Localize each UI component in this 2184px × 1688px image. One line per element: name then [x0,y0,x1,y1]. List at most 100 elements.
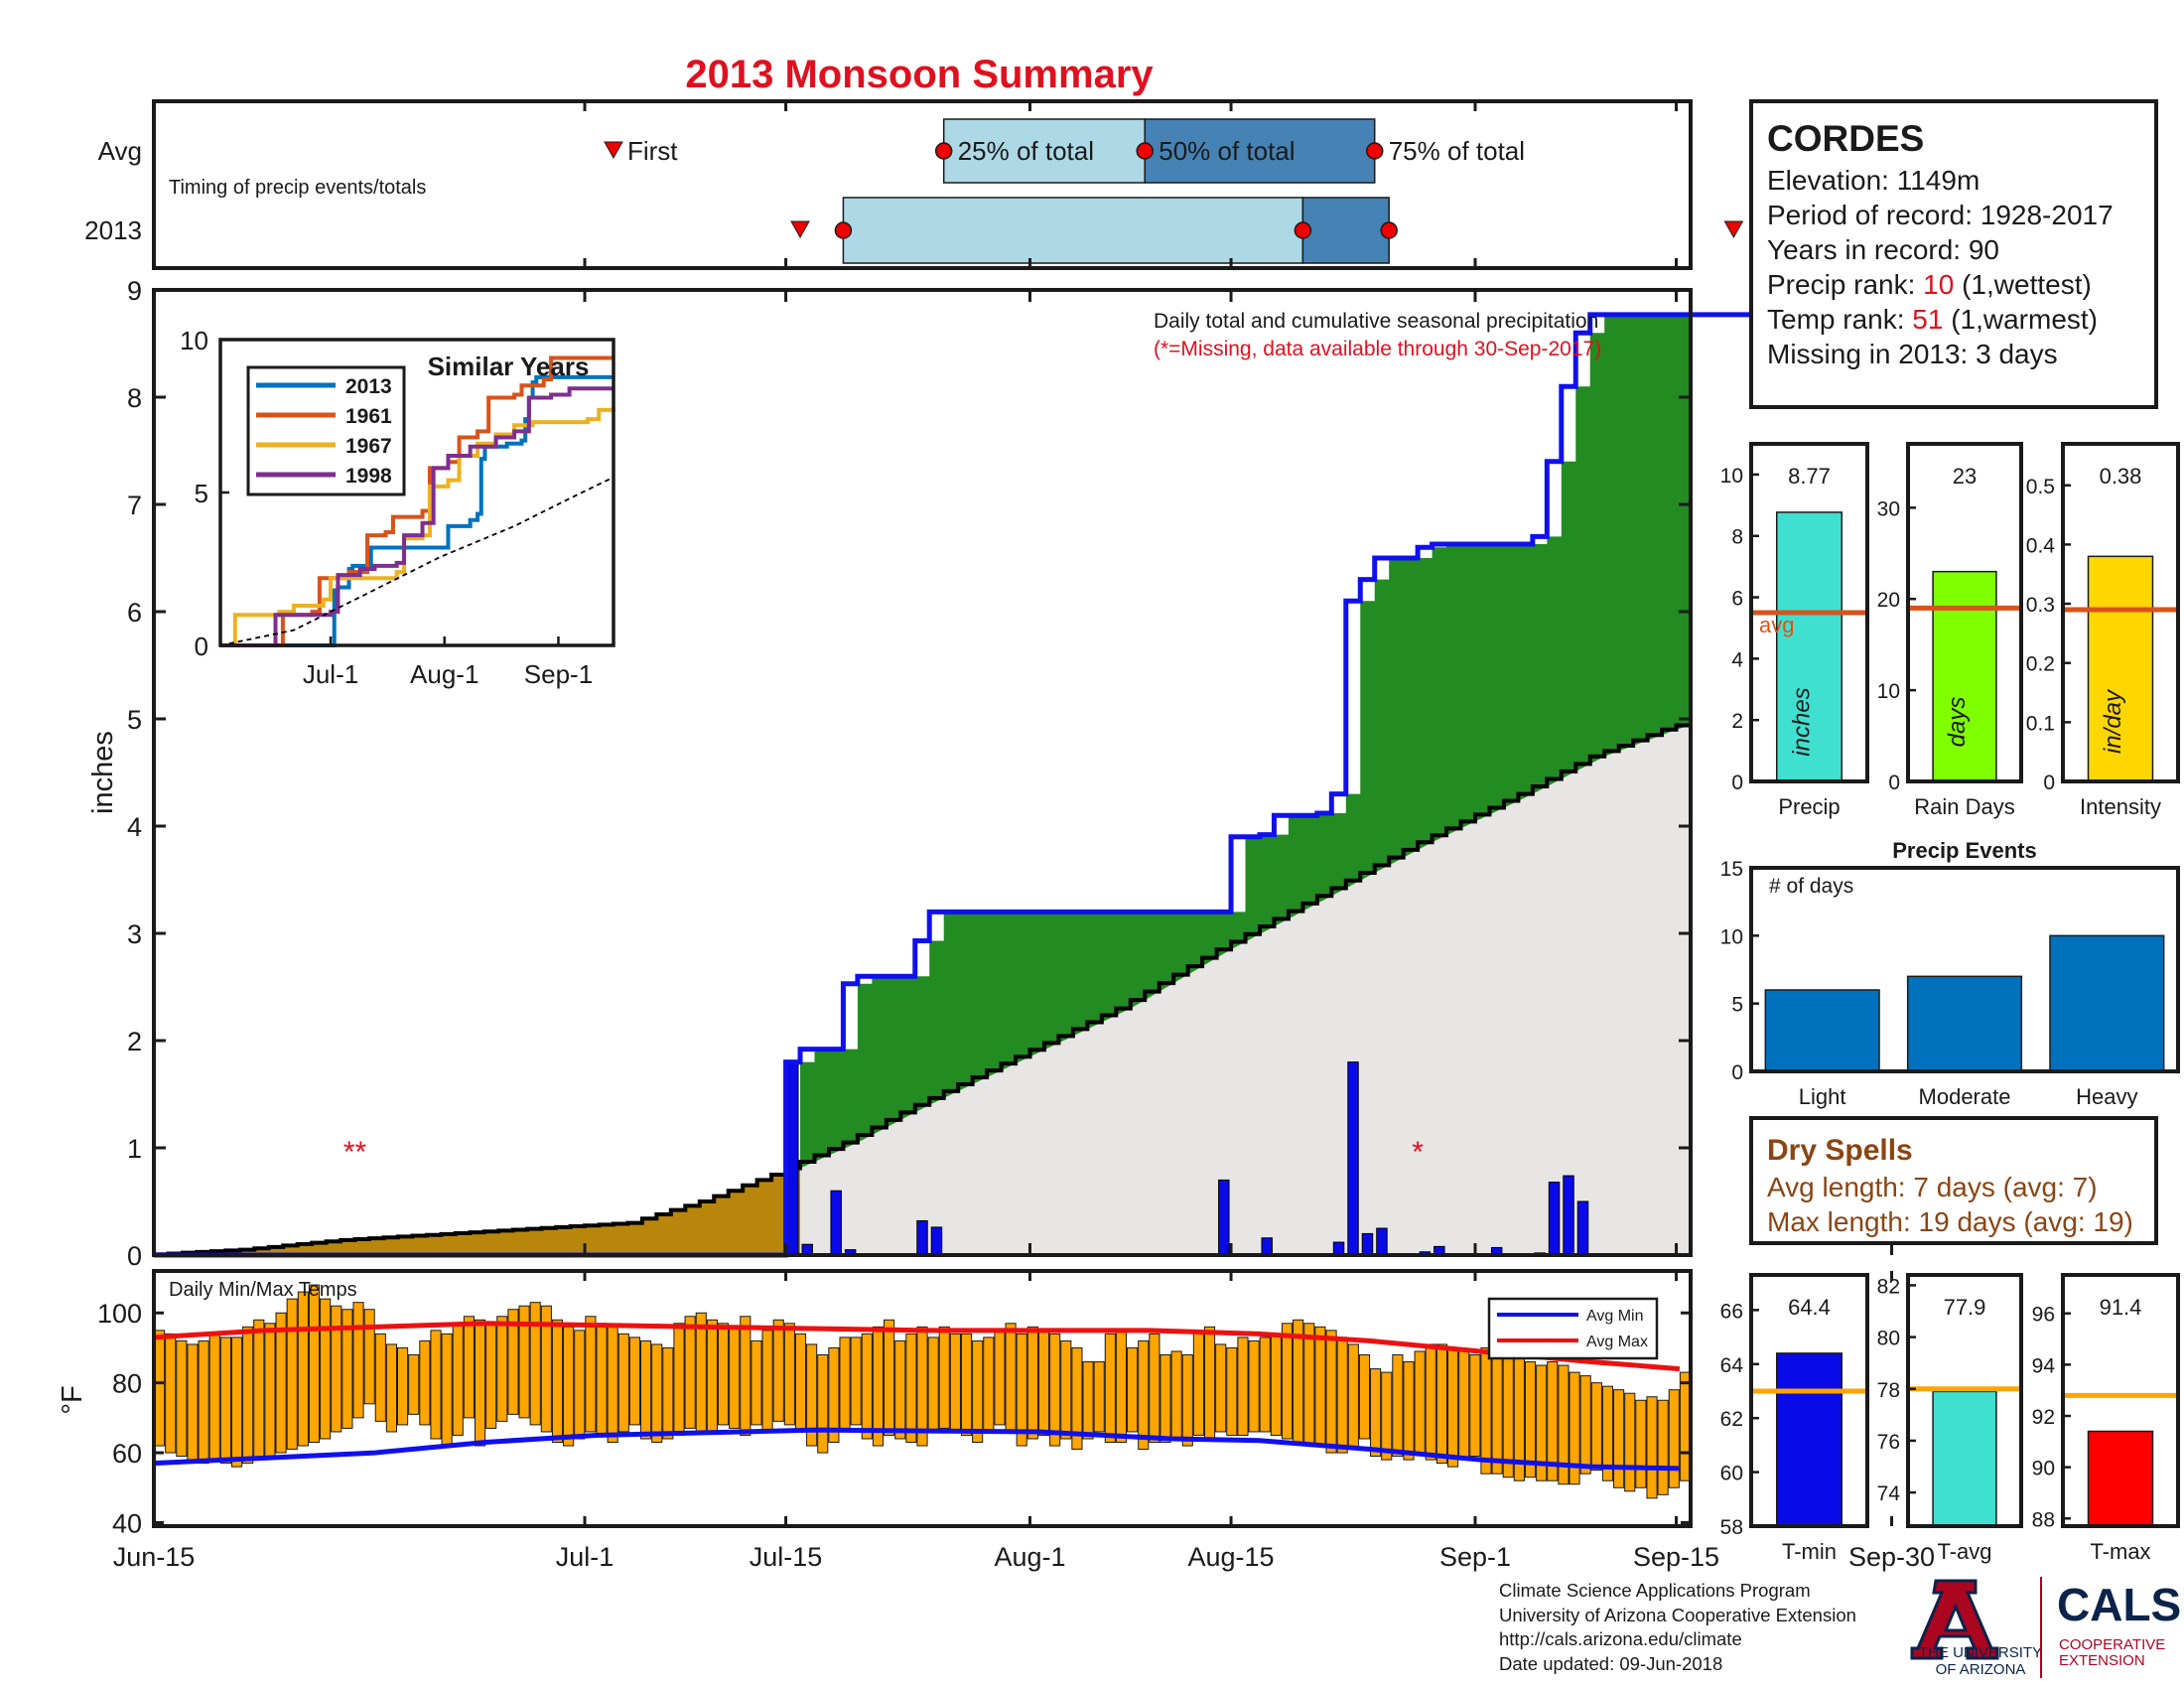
daily-temp-bar [1237,1336,1249,1436]
daily-temp-bar [617,1333,629,1433]
precip-ytick-label: 6 [127,598,142,628]
daily-temp-bar [1170,1350,1182,1440]
similar-series-average [219,476,614,646]
similar-years-inset: 0 5 10 Jul-1 Aug-1 Sep-1 Similar Years 2013 1961… [180,326,615,689]
summary-intensity-ytick-label: 0.3 [2026,594,2055,617]
daily-temp-bar [551,1319,564,1444]
summary-precip-ytick-label: 4 [1731,648,1743,671]
daily-temp-bar [1646,1396,1658,1499]
tsummary-t-avg-ytick-label: 78 [1877,1379,1900,1402]
daily-temp-bar [983,1336,995,1433]
coop-logo-text-1: COOPERATIVE [2059,1636,2165,1653]
daily-temp-bar [1469,1353,1481,1458]
timing-marker-p50-2013 [1294,221,1312,239]
daily-temp-bar [397,1346,409,1426]
daily-temp-bar [341,1309,353,1429]
summary-precip-avg-label: avg [1759,613,1794,637]
daily-temp-bar [1104,1333,1116,1444]
daily-temp-bar [1590,1382,1602,1472]
timing-label-first: First [627,136,678,166]
daily-temp-bar [607,1326,618,1444]
daily-temp-bar [408,1353,420,1415]
daily-temp-bar [1579,1375,1591,1475]
summary-precip-ytick-label: 2 [1731,710,1743,733]
tsummary-t-max-ytick-label: 96 [2032,1304,2055,1327]
daily-temp-bar [596,1323,608,1436]
precip-ytick-label: 0 [127,1241,142,1271]
daily-temp-bar [1657,1399,1669,1495]
tsummary-t-avg-ytick-label: 80 [1877,1328,1900,1350]
summary-intensity-value: 0.38 [2100,464,2142,489]
precip-ytick-label: 7 [127,491,142,520]
timing-label-p25: 25% of total [958,136,1094,166]
daily-temp-bar [927,1336,939,1433]
timing-label-p50: 50% of total [1159,136,1295,166]
similar-xtick-label: Sep-1 [524,659,593,689]
timing-bar-25-50-Avg [942,118,1146,184]
daily-temp-bar [1026,1326,1038,1440]
daily-temp-bar [1524,1361,1537,1478]
legend-label-avg-min: Avg Min [1586,1308,1644,1325]
daily-temp-bar [1336,1336,1348,1454]
ua-logo-text-1: THE UNIVERSITY [1919,1644,2042,1661]
summary-intensity-ytick-label: 0.1 [2026,712,2055,735]
daily-temp-bar [1370,1368,1382,1458]
tsummary-t-min-bar [1775,1352,1843,1527]
temps-ylabel: °F [57,1385,88,1414]
summary-intensity-bar [2087,555,2154,782]
tsummary-t-max-ytick-label: 92 [2032,1406,2055,1429]
daily-temp-bar [640,1339,652,1440]
daily-temp-bar [1270,1333,1282,1436]
precip-ytick-label: 8 [127,383,142,413]
missing-data-marker: * [1412,1136,1424,1169]
daily-precip-bar [830,1190,842,1256]
daily-temp-bar [1127,1346,1139,1433]
daily-temp-bar [352,1302,364,1419]
daily-temp-bar [1491,1353,1503,1475]
daily-temp-bar [1325,1330,1337,1454]
tsummary-t-min-ytick-label: 66 [1720,1300,1743,1323]
similar-legend-label-1967: 1967 [345,435,392,458]
precip-events-panel: Light Moderate Heavy 0 5 10 15 Precip Events # o… [1720,838,2180,1109]
cals-logo: CALS COOPERATIVE EXTENSION [2057,1579,2181,1669]
similar-ytick-label: 10 [180,326,208,355]
precip-subtitle: (*=Missing, data available through 30-Se… [1154,338,1601,360]
daily-temp-bar [485,1323,497,1429]
daily-temp-bar [452,1323,464,1436]
daily-temp-bar [839,1336,851,1429]
summary-bar-panels: inches avg 0 2 4 6 8 10 8.77 Precip days 0 10 20 30 23 R… [1720,442,2180,819]
station-precip-rank: Precip rank: 10 (1,wettest) [1767,269,2092,300]
daily-temp-bar [308,1284,321,1444]
similar-series-1998 [220,386,614,647]
daily-temp-bar [264,1323,276,1458]
daily-temp-bar [872,1326,885,1447]
daily-temp-bar [474,1319,486,1447]
temps-frame [152,1269,1693,1528]
daily-precip-bar [787,1061,799,1256]
daily-temp-bar [894,1339,906,1440]
daily-temp-bar [219,1336,231,1465]
daily-temp-bar [496,1316,508,1422]
average-cumulative-line [152,723,1691,1257]
daily-temp-bar [1425,1343,1436,1461]
daily-temp-bar [1668,1389,1680,1488]
tsummary-t-min-value: 64.4 [1788,1295,1831,1320]
precip-title: Daily total and cumulative seasonal prec… [1154,310,1598,333]
timing-note: Timing of precip events/totals [169,177,426,199]
summary-rain-days-ytick-label: 20 [1877,589,1900,612]
events-title: Precip Events [1892,838,2037,863]
timing-panel: Avg 2013 First 25% of total 50% of total 75% … [84,99,1894,270]
daily-temp-bar [154,1330,166,1447]
daily-temp-bar [331,1305,342,1433]
daily-temp-bar [529,1302,541,1426]
tsummary-t-avg-bar [1932,1390,1997,1527]
tsummary-t-avg-xlabel: T-avg [1937,1539,1991,1564]
tsummary-t-max-frame [2061,1273,2180,1528]
daily-precip-bar [1218,1179,1230,1256]
timing-marker-p25-Avg [934,142,953,160]
daily-temp-bar [783,1323,795,1426]
daily-temp-bar [165,1333,177,1454]
precip-ytick-label: 9 [127,276,142,306]
daily-temp-bar [1192,1330,1204,1436]
